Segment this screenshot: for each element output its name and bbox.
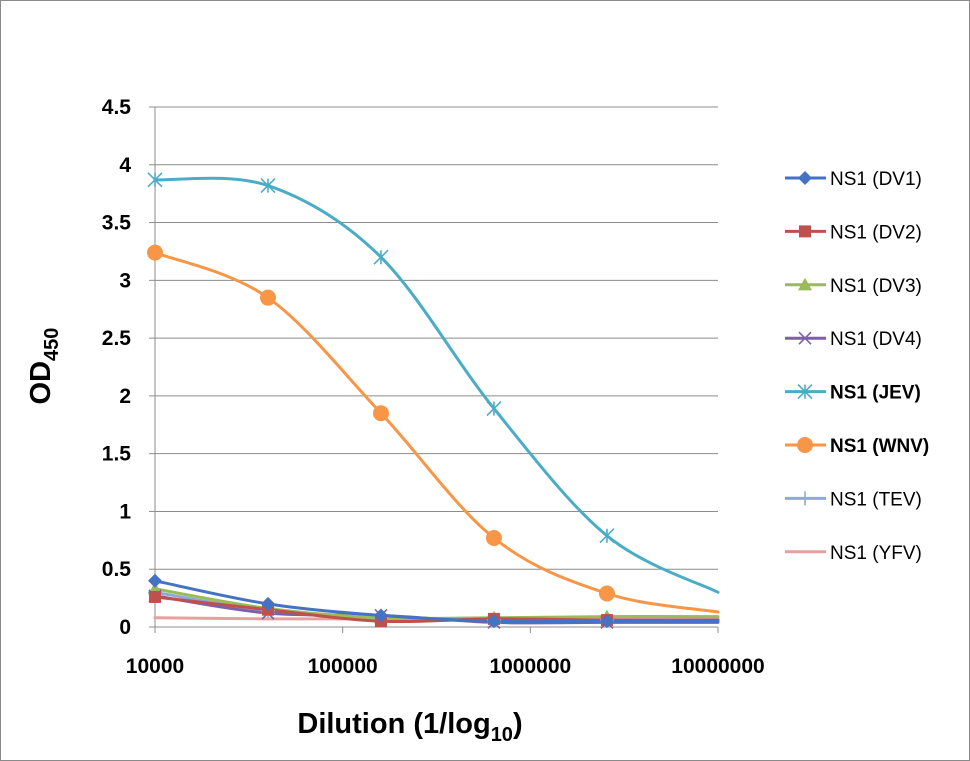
series-line: [153, 251, 720, 614]
y-tick-label: 4: [119, 154, 131, 177]
data-point: [147, 172, 163, 188]
y-tick-label: 1: [119, 500, 131, 523]
data-point: [259, 289, 276, 306]
axes: [149, 106, 719, 633]
series-lines: [153, 176, 720, 625]
legend-marker: [799, 225, 811, 238]
y-tick-label: 3.5: [102, 212, 132, 235]
data-point: [485, 530, 502, 547]
data-point: [260, 596, 275, 611]
data-point: [373, 249, 389, 265]
data-point: [599, 614, 614, 629]
legend-label: NS1 (WNV): [830, 436, 929, 457]
data-point: [599, 528, 615, 544]
x-tick-labels: 10000 100000 1000000 10000000: [126, 655, 765, 678]
data-point: [598, 585, 615, 602]
legend-marker: [798, 171, 812, 185]
legend-label: NS1 (DV3): [830, 276, 922, 297]
series-markers: [147, 172, 615, 629]
y-tick-label: 2: [119, 385, 131, 408]
legend-label: NS1 (DV2): [830, 222, 922, 243]
x-tick-label: 10000: [126, 655, 184, 678]
data-point: [486, 401, 502, 417]
y-axis-title: OD450: [25, 328, 63, 405]
y-tick-label: 2.5: [102, 327, 132, 350]
legend-marker: [798, 331, 812, 345]
legend-marker: [798, 277, 812, 291]
series-line: [153, 176, 720, 594]
legend-label: NS1 (JEV): [830, 383, 921, 404]
legend-marker: [797, 437, 813, 453]
data-point: [260, 178, 276, 194]
x-tick-label: 1000000: [489, 655, 571, 678]
legend-label: NS1 (DV4): [830, 329, 922, 350]
y-tick-label: 4.5: [102, 96, 132, 119]
y-tick-label: 3: [119, 269, 131, 292]
data-point: [147, 244, 163, 261]
data-point: [486, 614, 501, 629]
legend-label: NS1 (DV1): [830, 169, 922, 190]
legend-label: NS1 (TEV): [830, 489, 922, 510]
y-tick-label: 0: [119, 616, 131, 639]
y-tick-label: 0.5: [102, 558, 132, 581]
x-axis-title: Dilution (1/log10): [297, 708, 522, 746]
y-tick-labels: 0 0.5 1 1.5 2 2.5 3 3.5 4 4.5: [102, 96, 132, 639]
legend-marker: [798, 491, 812, 506]
gridlines: [155, 106, 718, 570]
series-line: [153, 579, 720, 624]
legend-label: NS1 (YFV): [830, 543, 922, 564]
x-tick-label: 100000: [308, 655, 378, 678]
data-point: [148, 573, 162, 588]
data-point: [149, 590, 161, 603]
legend-marker: [797, 384, 813, 400]
series-line: [153, 587, 720, 620]
data-point: [372, 405, 389, 422]
y-tick-label: 1.5: [102, 443, 132, 466]
x-tick-label: 10000000: [671, 655, 764, 678]
legend: NS1 (DV1) NS1 (DV2) NS1 (DV3) NS1 (DV4) NS1 …: [785, 169, 929, 564]
data-point: [373, 608, 388, 623]
